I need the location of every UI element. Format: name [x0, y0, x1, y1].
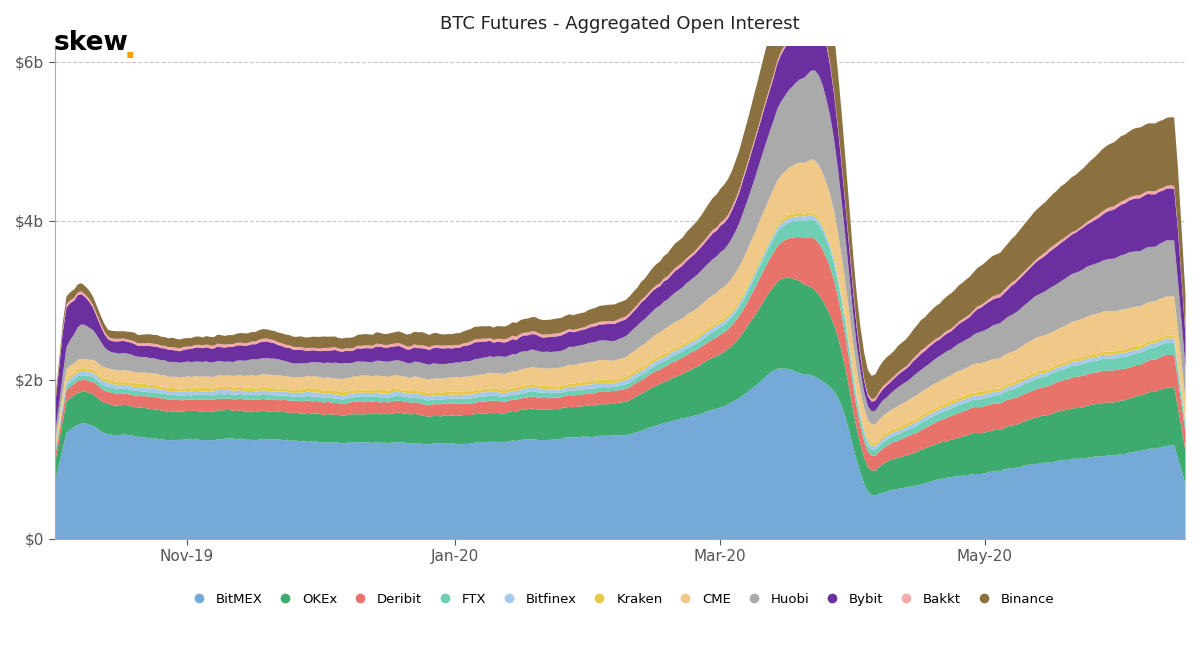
Legend: BitMEX, OKEx, Deribit, FTX, Bitfinex, Kraken, CME, Huobi, Bybit, Bakkt, Binance: BitMEX, OKEx, Deribit, FTX, Bitfinex, Kr… [180, 588, 1060, 611]
Text: .: . [124, 32, 137, 65]
Title: BTC Futures - Aggregated Open Interest: BTC Futures - Aggregated Open Interest [440, 15, 799, 33]
Text: skew: skew [54, 30, 128, 56]
